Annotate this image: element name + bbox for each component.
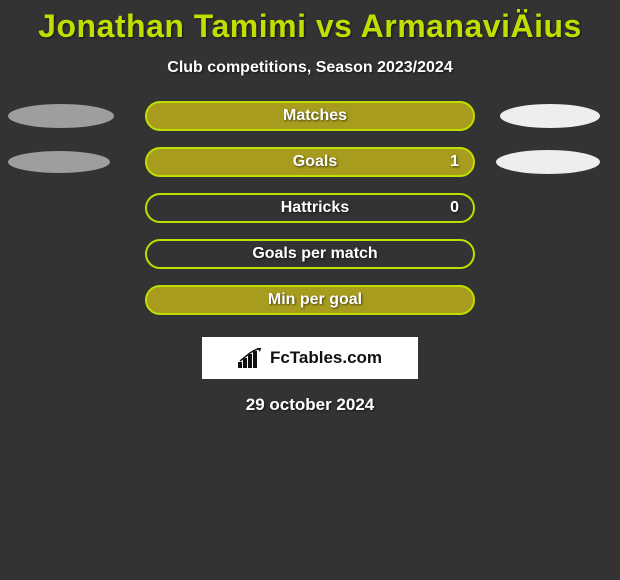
rows-container: Matches Goals 1 Hattricks 0 Goals per match Mi… bbox=[0, 101, 620, 315]
chart-bars-icon bbox=[238, 348, 264, 368]
stat-row: Hattricks 0 bbox=[0, 193, 620, 223]
brand-box: FcTables.com bbox=[202, 337, 418, 379]
brand-text: FcTables.com bbox=[270, 348, 382, 368]
stat-bar: Min per goal bbox=[145, 285, 475, 315]
stat-label: Min per goal bbox=[268, 291, 362, 309]
stat-row: Goals per match bbox=[0, 239, 620, 269]
stat-bar: Goals 1 bbox=[145, 147, 475, 177]
stat-row: Matches bbox=[0, 101, 620, 131]
stat-bar: Matches bbox=[145, 101, 475, 131]
stat-label: Hattricks bbox=[281, 199, 349, 217]
stat-value: 1 bbox=[450, 153, 459, 171]
stat-value: 0 bbox=[450, 199, 459, 217]
stat-label: Goals per match bbox=[252, 245, 377, 263]
avatar-ellipse-left bbox=[8, 104, 114, 128]
stat-label: Goals bbox=[293, 153, 337, 171]
avatar-ellipse-left bbox=[8, 151, 110, 173]
avatar-ellipse-right bbox=[496, 150, 600, 174]
subtitle: Club competitions, Season 2023/2024 bbox=[0, 59, 620, 77]
page-title: Jonathan Tamimi vs ArmanaviÄius bbox=[0, 0, 620, 45]
stat-bar: Goals per match bbox=[145, 239, 475, 269]
stat-row: Min per goal bbox=[0, 285, 620, 315]
stat-label: Matches bbox=[283, 107, 347, 125]
stat-bar: Hattricks 0 bbox=[145, 193, 475, 223]
stat-row: Goals 1 bbox=[0, 147, 620, 177]
avatar-ellipse-right bbox=[500, 104, 600, 128]
date-text: 29 october 2024 bbox=[0, 395, 620, 415]
